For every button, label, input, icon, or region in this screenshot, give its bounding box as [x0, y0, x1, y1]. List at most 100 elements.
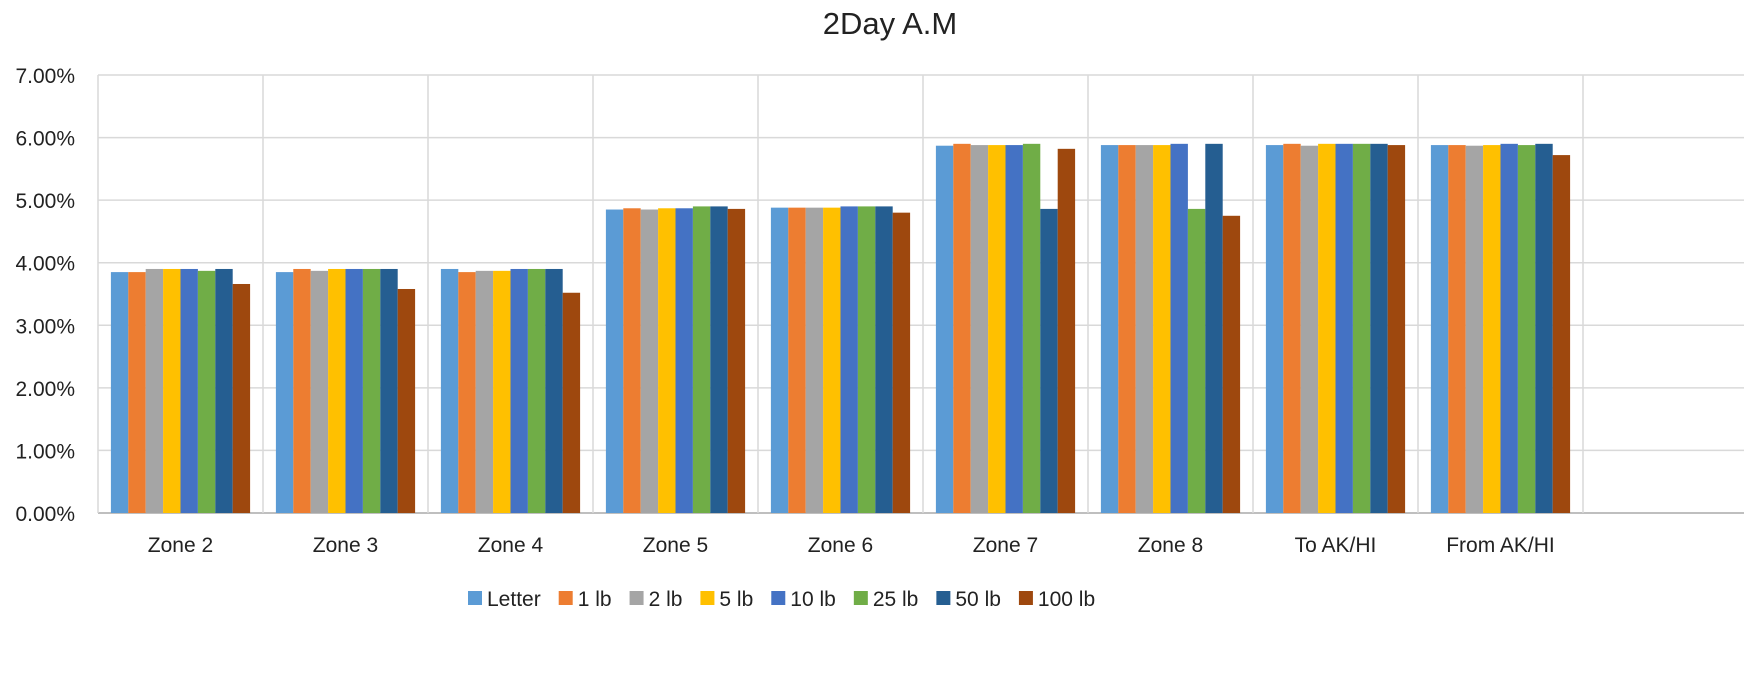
- bar: [1552, 155, 1571, 513]
- bar: [493, 270, 511, 513]
- bar: [970, 145, 989, 513]
- bar: [1370, 143, 1388, 513]
- x-tick-label: Zone 3: [313, 534, 378, 557]
- x-tick-label: Zone 2: [148, 534, 213, 557]
- legend-label: 5 lb: [719, 588, 753, 611]
- bar: [475, 270, 494, 513]
- legend-label: 10 lb: [790, 588, 836, 611]
- legend-swatch: [771, 591, 786, 605]
- legend-label: 100 lb: [1038, 588, 1095, 611]
- bar: [545, 268, 563, 513]
- bar: [1448, 145, 1466, 513]
- bar: [1335, 143, 1353, 513]
- bar: [1005, 145, 1023, 513]
- x-tick-label: Zone 4: [478, 534, 544, 557]
- bar: [1483, 145, 1501, 513]
- bars: [110, 143, 1571, 514]
- bar: [345, 268, 363, 513]
- bar: [145, 268, 164, 513]
- bar: [875, 206, 893, 513]
- bar: [823, 207, 841, 513]
- bar: [953, 143, 971, 513]
- bar: [1022, 143, 1041, 513]
- bar: [1057, 148, 1076, 513]
- bar: [293, 268, 311, 513]
- bar: [1040, 208, 1058, 513]
- y-tick-label: 7.00%: [15, 65, 75, 88]
- bar: [1500, 143, 1518, 513]
- bar: [440, 268, 459, 513]
- y-axis-tick-labels: 0.00% 1.00% 2.00% 3.00% 4.00% 5.00% 6.00% 7.00%: [15, 65, 75, 526]
- x-axis-tick-labels: Zone 2 Zone 3 Zone 4 Zone 5 Zone 6 Zone 7 Zone…: [148, 534, 1555, 557]
- bar: [562, 292, 581, 513]
- x-tick-label: Zone 8: [1138, 534, 1203, 557]
- bar: [770, 207, 789, 513]
- bar: [1153, 145, 1171, 513]
- legend-label: 50 lb: [955, 588, 1001, 611]
- y-tick-label: 6.00%: [15, 128, 75, 151]
- bar: [710, 206, 728, 513]
- bar: [1535, 143, 1553, 513]
- legend-label: 25 lb: [873, 588, 919, 611]
- bar: [275, 272, 294, 513]
- x-tick-label: Zone 6: [808, 534, 873, 557]
- bar: [180, 268, 198, 513]
- legend-swatch: [1018, 591, 1033, 605]
- bar: [788, 207, 806, 513]
- y-tick-label: 5.00%: [15, 190, 75, 213]
- bar: [675, 208, 693, 513]
- legend-swatch: [468, 591, 482, 605]
- bar: [1205, 143, 1223, 513]
- x-tick-label: To AK/HI: [1295, 534, 1377, 557]
- bar: [458, 272, 476, 513]
- bar: [727, 208, 746, 513]
- bar: [1100, 145, 1119, 513]
- bar: [1517, 145, 1536, 513]
- legend-swatch: [700, 591, 715, 605]
- bar: [1318, 143, 1336, 513]
- legend-label: 2 lb: [649, 588, 683, 611]
- bar: [1135, 145, 1154, 513]
- bar: [163, 268, 181, 513]
- bar: [128, 272, 146, 513]
- bar: [1430, 145, 1449, 513]
- bar: [527, 268, 546, 513]
- bar: [840, 206, 858, 513]
- bar: [1352, 143, 1371, 513]
- bar: [658, 208, 676, 513]
- bar: [623, 208, 641, 513]
- bar: [1187, 208, 1206, 513]
- bar: [397, 288, 416, 513]
- bar: [935, 145, 954, 513]
- bar: [510, 268, 528, 513]
- y-tick-label: 1.00%: [15, 440, 75, 463]
- bar: [380, 268, 398, 513]
- x-tick-label: Zone 7: [973, 534, 1038, 557]
- bar: [362, 268, 381, 513]
- y-tick-label: 3.00%: [15, 315, 75, 338]
- bar: [232, 283, 251, 513]
- bar: [1300, 145, 1319, 513]
- bar: [197, 270, 216, 513]
- bar: [605, 209, 624, 513]
- legend-swatch: [936, 591, 951, 605]
- bar: [988, 145, 1006, 513]
- bar: [310, 270, 329, 513]
- legend-swatch: [558, 591, 573, 605]
- bar: [805, 207, 824, 513]
- bar: [110, 272, 129, 513]
- bar: [1118, 145, 1136, 513]
- legend-swatch: [629, 591, 644, 605]
- bar: [1387, 145, 1406, 513]
- legend-label: Letter: [487, 588, 541, 611]
- bar: [640, 209, 659, 513]
- bar: [1283, 143, 1301, 513]
- bar: [1222, 215, 1241, 514]
- bar: [1265, 145, 1284, 513]
- bar: [1465, 145, 1484, 513]
- bar: [1170, 143, 1188, 513]
- legend: Letter 1 lb 2 lb 5 lb 10 lb 25 lb 50 lb 100 lb: [468, 588, 1095, 611]
- bar: [857, 206, 876, 513]
